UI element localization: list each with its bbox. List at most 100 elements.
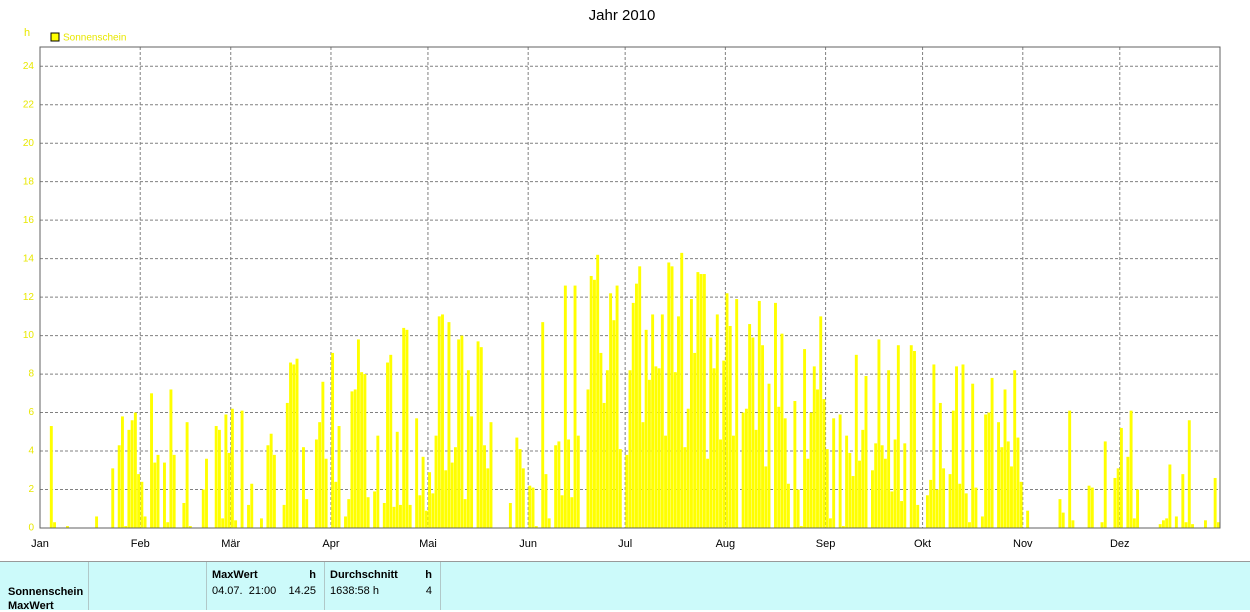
bar [428, 472, 432, 528]
bar [124, 526, 128, 528]
bar [366, 497, 370, 528]
bar [563, 285, 567, 528]
bar [230, 408, 234, 528]
bar [201, 489, 205, 528]
bar [534, 526, 538, 528]
bar [434, 435, 438, 528]
bar [1187, 420, 1191, 528]
cell: 04.07. 21:00 [212, 585, 277, 597]
bar [880, 445, 884, 528]
bar [386, 362, 389, 528]
bar [1016, 437, 1020, 528]
bar [751, 337, 755, 528]
bar [466, 370, 470, 528]
bar [828, 518, 832, 528]
bar [576, 435, 580, 528]
bar [680, 252, 684, 529]
bar [702, 274, 706, 528]
bar [1087, 485, 1091, 528]
bar [314, 439, 318, 528]
bar [783, 418, 787, 528]
y-tick-label: 6 [28, 407, 34, 418]
bar [117, 445, 121, 528]
bar [1006, 441, 1010, 528]
column-unit: h [309, 569, 316, 581]
bar [774, 302, 777, 528]
bar [120, 416, 124, 528]
bar [541, 322, 545, 528]
bar [764, 466, 768, 528]
bar [344, 516, 347, 528]
cell: 4 [425, 585, 432, 597]
bar [874, 443, 878, 528]
bar [463, 499, 467, 528]
y-axis-label: h [24, 27, 30, 39]
bar [942, 468, 946, 528]
bar [528, 485, 532, 528]
bar [638, 266, 642, 528]
y-tick-label: 16 [23, 215, 35, 226]
x-tick-label: Dez [1110, 538, 1130, 550]
bar [822, 399, 826, 528]
bar [761, 345, 765, 528]
bar [903, 443, 907, 528]
bar [172, 454, 176, 528]
bar [295, 358, 299, 528]
bar [570, 497, 574, 528]
bar [890, 491, 894, 528]
bar [376, 435, 380, 528]
y-tick-label: 24 [23, 61, 35, 72]
bar [819, 316, 823, 528]
bar [292, 364, 296, 528]
bar [331, 352, 335, 528]
bar [363, 374, 367, 528]
bar [217, 429, 221, 528]
bar [1103, 441, 1107, 528]
bar [883, 458, 887, 528]
bar [916, 504, 920, 528]
bar [544, 474, 548, 528]
bar [796, 489, 800, 528]
bar [1116, 468, 1120, 528]
bar [997, 422, 1001, 528]
bar [602, 402, 606, 528]
bar [861, 429, 865, 528]
bar [350, 391, 354, 528]
y-tick-label: 12 [23, 292, 35, 303]
bar [1129, 410, 1133, 528]
y-tick-label: 22 [23, 99, 35, 110]
bar [971, 383, 975, 528]
x-tick-label: Sep [816, 538, 836, 550]
bar [163, 462, 166, 528]
bar [289, 362, 293, 528]
bar [450, 462, 454, 528]
bar [605, 370, 609, 528]
bar [153, 462, 157, 528]
bar [841, 526, 845, 528]
bar [441, 314, 444, 528]
bar [133, 412, 137, 528]
bar [909, 345, 913, 528]
bar [560, 495, 564, 528]
bar [444, 470, 448, 528]
y-tick-label: 2 [28, 484, 34, 495]
x-tick-label: Okt [914, 538, 931, 550]
bar [227, 452, 231, 528]
bar [389, 354, 393, 528]
bar [631, 302, 635, 528]
empty-cell [89, 562, 207, 610]
bar [188, 526, 192, 528]
bar [932, 364, 936, 528]
bar [654, 366, 658, 528]
bar [741, 412, 745, 528]
bar [221, 518, 225, 528]
legend-swatch [50, 32, 60, 42]
bar [1126, 456, 1130, 528]
x-tick-label: Mär [221, 538, 240, 550]
bar [137, 474, 141, 528]
bar [421, 456, 425, 528]
bar [777, 406, 781, 528]
bar [347, 499, 351, 528]
bar [508, 502, 512, 528]
bar [214, 426, 218, 528]
